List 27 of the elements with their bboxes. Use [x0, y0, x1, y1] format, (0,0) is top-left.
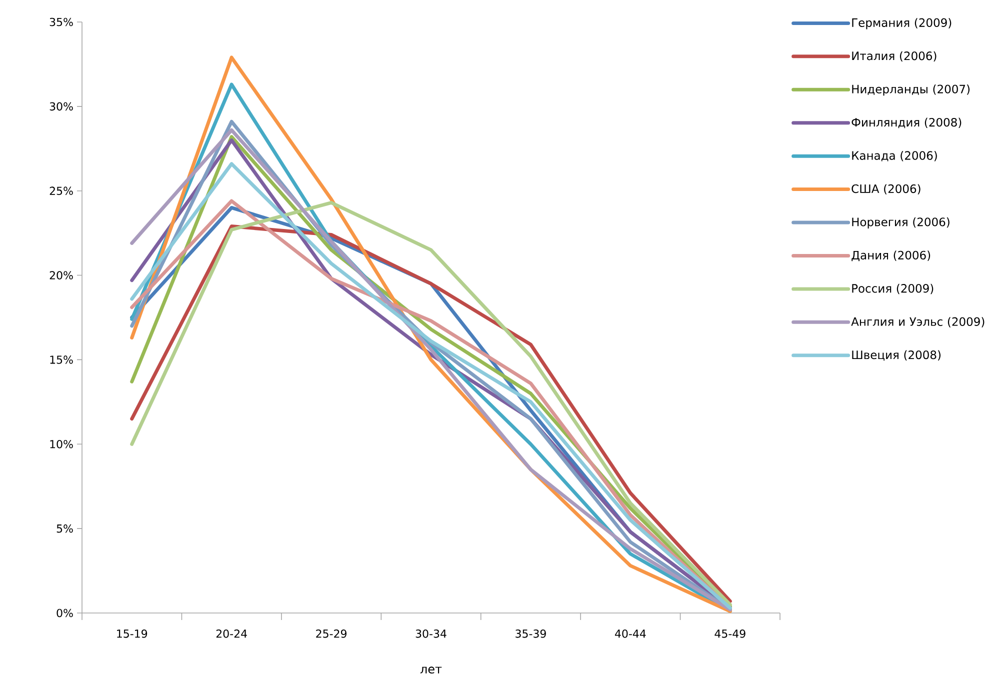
x-tick-label: 40-44 — [614, 630, 646, 638]
y-tick-label: 10% — [50, 440, 73, 448]
legend-label: Англия и Уэльс (2009) — [851, 317, 984, 328]
y-tick-label: 15% — [50, 356, 73, 364]
x-tick-label: 25-29 — [316, 630, 346, 638]
x-tick-label: 20-24 — [216, 630, 247, 638]
x-tick-label: 15-19 — [117, 630, 148, 638]
y-tick-label: 20% — [50, 271, 73, 280]
y-tick-label: 30% — [50, 102, 73, 111]
legend-label: Канада (2006) — [852, 150, 937, 162]
legend-label: Дания (2006) — [852, 250, 930, 262]
legend-label: Норвегия (2006) — [852, 217, 950, 229]
legend-label: США (2006) — [852, 184, 920, 194]
y-tick-label: 0% — [56, 608, 73, 618]
legend-label: Швеция (2008) — [852, 350, 940, 361]
y-tick-label: 25% — [50, 186, 73, 195]
x-tick-label: 35-39 — [516, 630, 546, 638]
x-tick-label: 45-49 — [714, 630, 746, 638]
legend-label: Германия (2009) — [852, 18, 952, 30]
legend-label: Россия (2009) — [852, 284, 934, 294]
legend-label: Италия (2006) — [852, 51, 936, 62]
legend-label: Финляндия (2008) — [852, 118, 962, 128]
y-tick-label: 5% — [56, 524, 73, 533]
y-tick-label: 35% — [50, 18, 73, 26]
x-tick-label: 30-34 — [416, 630, 446, 638]
x-axis-title: лет — [420, 666, 442, 674]
legend-label: Нидерланды (2007) — [852, 84, 970, 96]
